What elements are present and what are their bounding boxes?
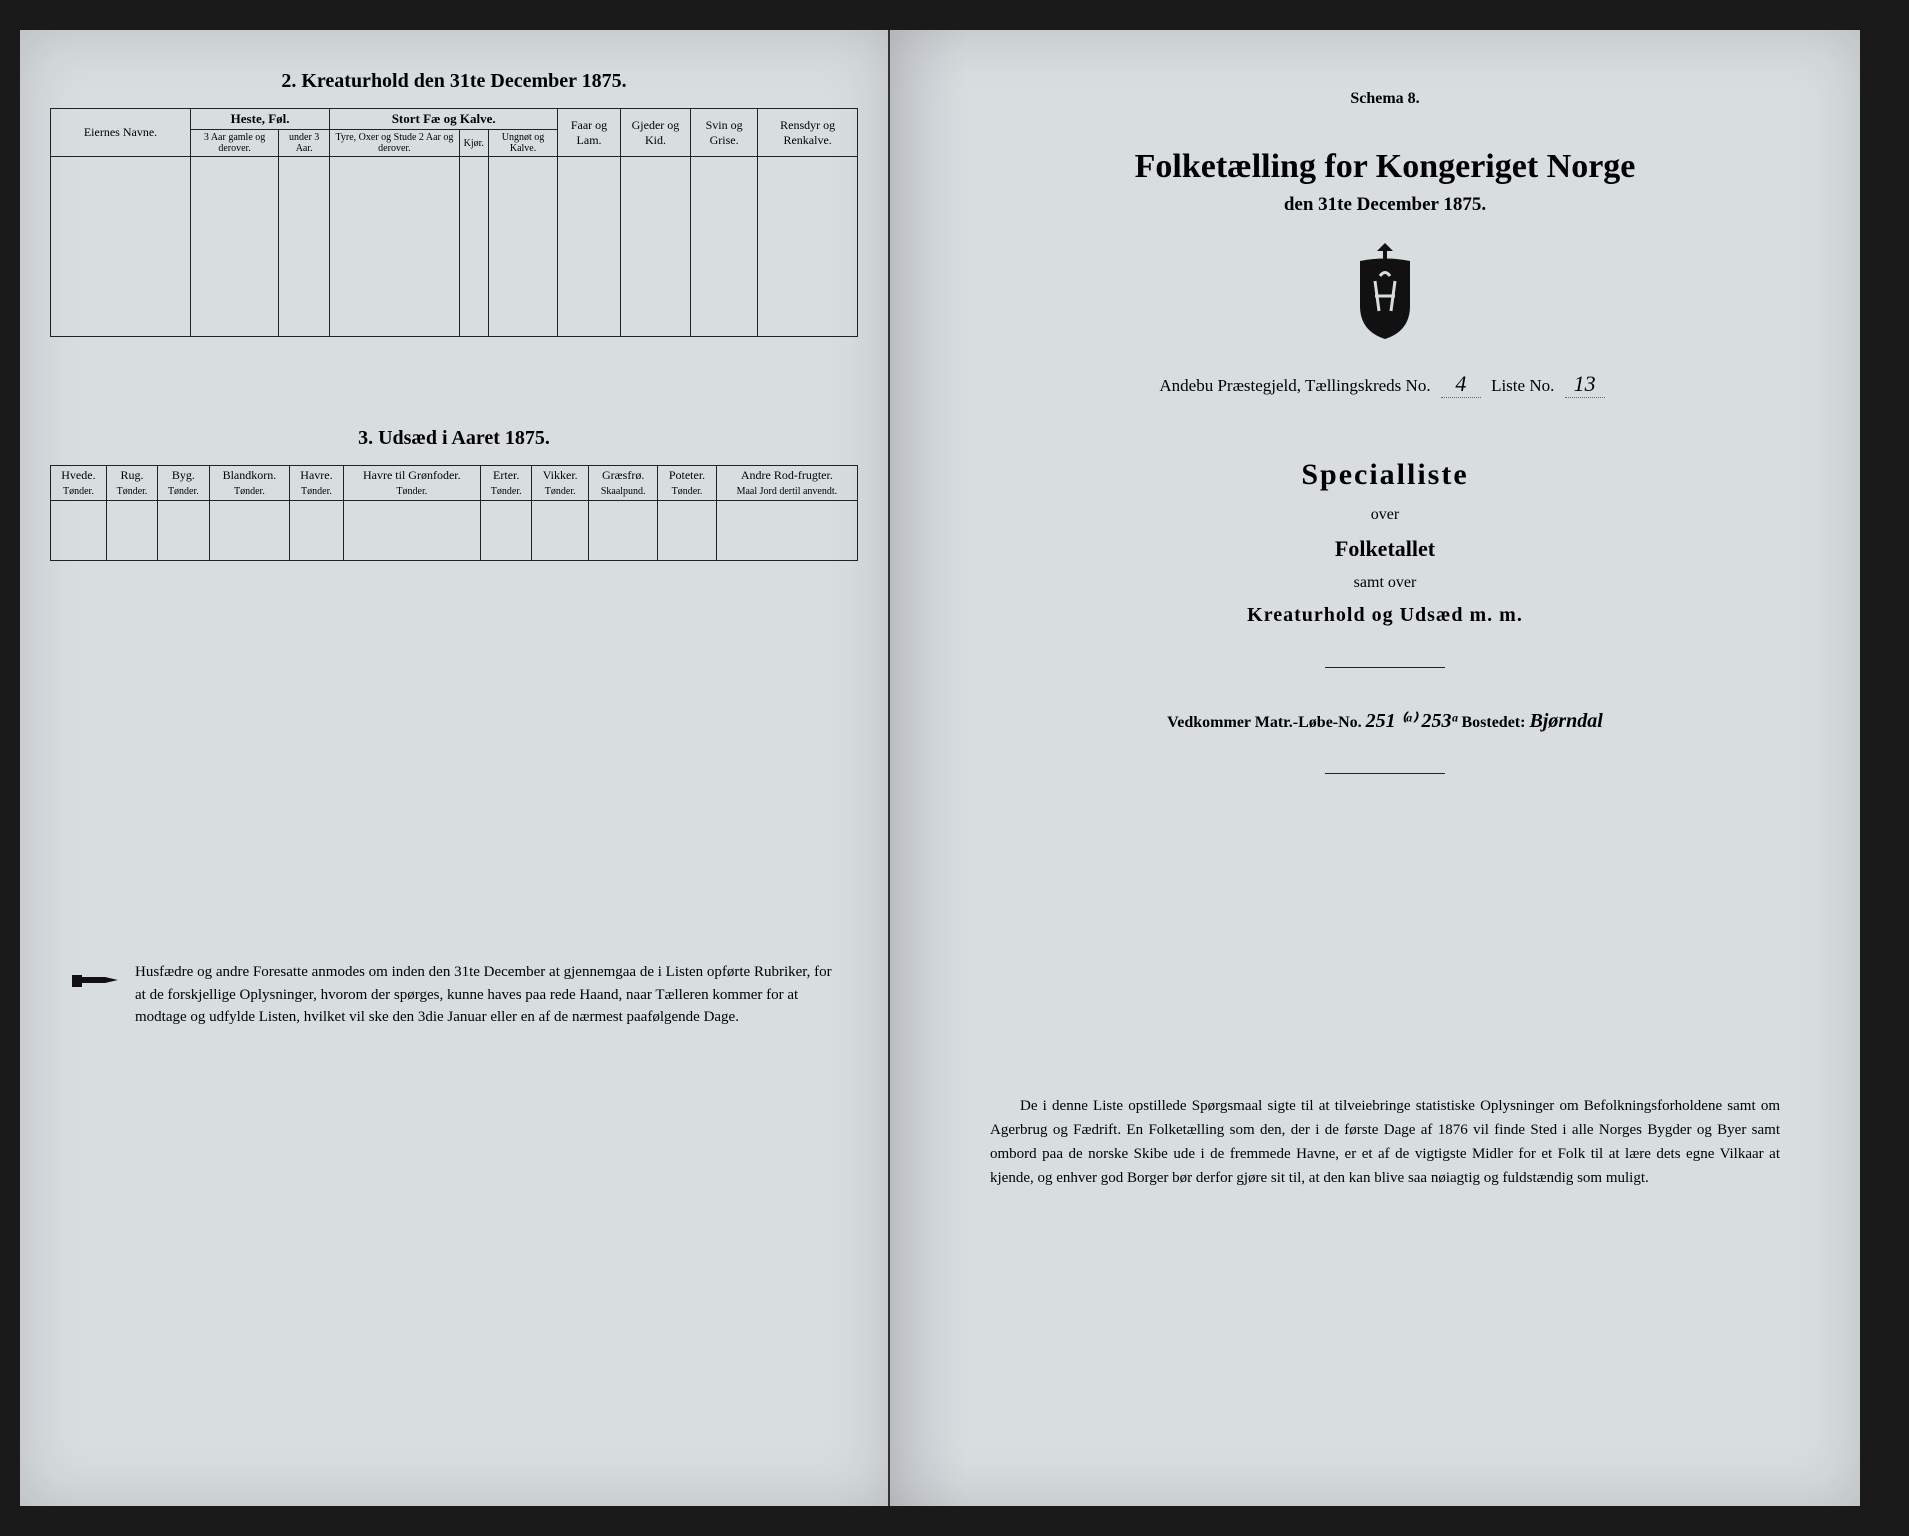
col-rensdyr: Rensdyr og Renkalve.: [758, 109, 858, 157]
col-byg: Byg.Tønder.: [158, 466, 209, 501]
col-heste1: 3 Aar gamle og derover.: [191, 130, 279, 157]
census-subtitle: den 31te December 1875.: [990, 194, 1780, 216]
matr-numbers: 251 ⁽ᵃ⁾ 253ᵃ: [1366, 710, 1458, 732]
table-row: [51, 501, 858, 561]
col-hvede: Hvede.Tønder.: [51, 466, 107, 501]
over-label: over: [990, 506, 1780, 524]
col-svin: Svin og Grise.: [691, 109, 758, 157]
matr-label: Vedkommer Matr.-Løbe-No.: [1167, 714, 1362, 731]
specialliste-title: Specialliste: [990, 458, 1780, 492]
col-stort3: Ungnøt og Kalve.: [488, 130, 557, 157]
col-blandkorn: Blandkorn.Tønder.: [209, 466, 290, 501]
left-footer-note: Husfædre og andre Foresatte anmodes om i…: [50, 961, 858, 1029]
divider-line: [1325, 667, 1445, 668]
samt-over-label: samt over: [990, 574, 1780, 592]
identification-line: Andebu Præstegjeld, Tællingskreds No. 4 …: [990, 371, 1780, 398]
col-vikker: Vikker.Tønder.: [532, 466, 589, 501]
col-poteter: Poteter.Tønder.: [658, 466, 716, 501]
left-footer-text: Husfædre og andre Foresatte anmodes om i…: [135, 961, 838, 1029]
divider-line: [1325, 773, 1445, 774]
col-rodfrugter: Andre Rod-frugter.Maal Jord dertil anven…: [716, 466, 857, 501]
colgroup-stort: Stort Fæ og Kalve.: [330, 109, 558, 130]
section2-title: 2. Kreaturhold den 31te December 1875.: [50, 70, 858, 93]
col-heste2: under 3 Aar.: [279, 130, 330, 157]
folketallet-label: Folketallet: [990, 536, 1780, 562]
col-graesfro: Græsfrø.Skaalpund.: [589, 466, 658, 501]
right-footer-text: De i denne Liste opstillede Spørgsmaal s…: [990, 1094, 1780, 1190]
col-erter: Erter.Tønder.: [481, 466, 532, 501]
list-label: Liste No.: [1491, 376, 1554, 395]
colgroup-heste: Heste, Føl.: [191, 109, 330, 130]
col-rug: Rug.Tønder.: [106, 466, 157, 501]
col-owner: Eiernes Navne.: [51, 109, 191, 157]
kreds-number: 4: [1441, 371, 1481, 398]
col-stort2: Kjør.: [459, 130, 488, 157]
census-title: Folketælling for Kongeriget Norge: [990, 148, 1780, 186]
list-number: 13: [1565, 371, 1605, 398]
livestock-table: Eiernes Navne. Heste, Føl. Stort Fæ og K…: [50, 108, 858, 337]
left-page: 2. Kreaturhold den 31te December 1875. E…: [20, 30, 890, 1506]
col-havre: Havre.Tønder.: [290, 466, 343, 501]
section3-title: 3. Udsæd i Aaret 1875.: [50, 427, 858, 450]
table-row: [51, 157, 858, 337]
seed-table: Hvede.Tønder. Rug.Tønder. Byg.Tønder. Bl…: [50, 465, 858, 561]
pointing-hand-icon: [70, 965, 120, 995]
col-faar: Faar og Lam.: [558, 109, 621, 157]
seed-header-row: Hvede.Tønder. Rug.Tønder. Byg.Tønder. Bl…: [51, 466, 858, 501]
col-gjeder: Gjeder og Kid.: [620, 109, 690, 157]
kreaturhold-label: Kreaturhold og Udsæd m. m.: [990, 604, 1780, 627]
col-havregron: Havre til Grønfoder.Tønder.: [343, 466, 480, 501]
coat-of-arms-icon: [1345, 241, 1425, 341]
matr-line: Vedkommer Matr.-Løbe-No. 251 ⁽ᵃ⁾ 253ᵃ Bo…: [990, 708, 1780, 733]
schema-label: Schema 8.: [990, 90, 1780, 108]
ident-prefix: Andebu Præstegjeld, Tællingskreds No.: [1159, 376, 1430, 395]
bostedet-label: Bostedet:: [1461, 714, 1525, 731]
place-name: Bjørndal: [1529, 710, 1602, 732]
col-stort1: Tyre, Oxer og Stude 2 Aar og derover.: [330, 130, 459, 157]
right-page: Schema 8. Folketælling for Kongeriget No…: [890, 30, 1860, 1506]
